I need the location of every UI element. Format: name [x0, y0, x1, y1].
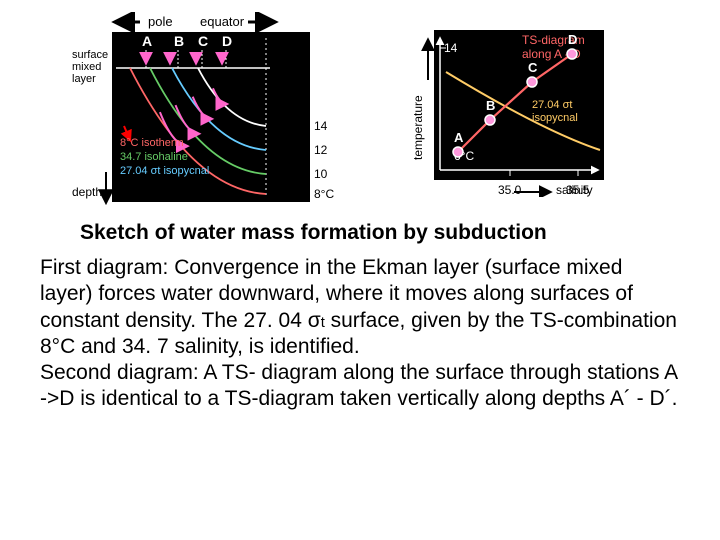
- svg-text:35.0: 35.0: [498, 183, 522, 197]
- svg-text:C: C: [528, 60, 538, 75]
- svg-text:C: C: [198, 33, 208, 49]
- svg-text:34.7 isohaline: 34.7 isohaline: [120, 151, 188, 163]
- cross-section-diagram: pole equator depth surfacemixedlayer A BCD 8°C…: [70, 12, 340, 207]
- svg-text:35.5: 35.5: [566, 183, 590, 197]
- svg-text:D: D: [568, 32, 577, 47]
- svg-text:B: B: [174, 33, 184, 49]
- svg-text:temperature: temperature: [411, 95, 425, 160]
- svg-text:depth: depth: [72, 185, 102, 199]
- svg-text:14: 14: [314, 119, 328, 133]
- svg-text:equator: equator: [200, 14, 245, 29]
- svg-text:27.04 σt: 27.04 σt: [532, 99, 572, 111]
- svg-text:B: B: [486, 98, 495, 113]
- svg-text:layer: layer: [72, 73, 96, 85]
- svg-text:pole: pole: [148, 14, 173, 29]
- svg-text:A: A: [454, 130, 464, 145]
- svg-text:12: 12: [314, 143, 328, 157]
- figure-caption: Sketch of water mass formation by subduc…: [80, 221, 680, 245]
- svg-text:isopycnal: isopycnal: [532, 112, 578, 124]
- svg-text:14: 14: [444, 41, 458, 55]
- body-text: First diagram: Convergence in the Ekman …: [40, 255, 680, 413]
- svg-text:8°C isotherm: 8°C isotherm: [120, 137, 184, 149]
- svg-text:27.04 σt isopycnal: 27.04 σt isopycnal: [120, 165, 209, 177]
- svg-text:mixed: mixed: [72, 61, 101, 73]
- svg-text:A: A: [142, 33, 152, 49]
- svg-text:8°C: 8°C: [314, 187, 334, 201]
- svg-text:10: 10: [314, 167, 328, 181]
- ts-diagram: temperaturesalinity146°C35.035.5TS-diagr…: [410, 12, 615, 197]
- svg-text:surface: surface: [72, 49, 108, 61]
- svg-text:D: D: [222, 33, 232, 49]
